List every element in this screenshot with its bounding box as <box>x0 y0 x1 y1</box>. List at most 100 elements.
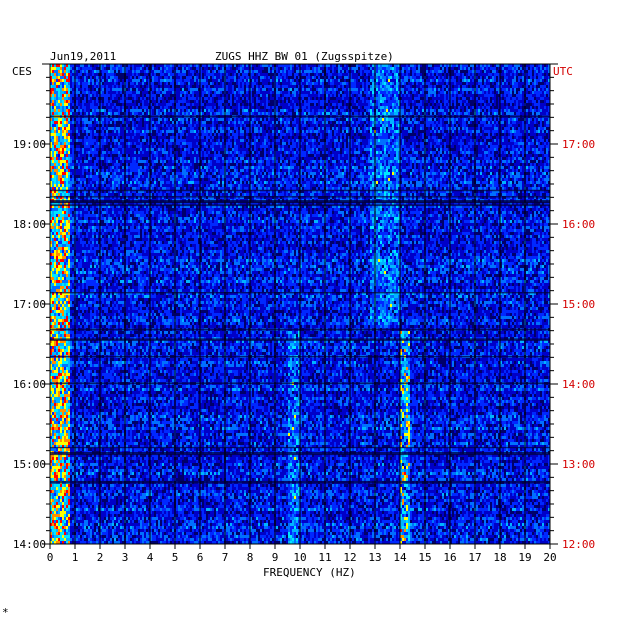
heatmap-cell <box>168 79 170 82</box>
heatmap-cell <box>256 112 258 115</box>
heatmap-cell <box>484 103 486 106</box>
heatmap-cell <box>376 106 378 109</box>
heatmap-cell <box>60 118 62 121</box>
heatmap-cell <box>480 67 482 70</box>
heatmap-cell <box>444 118 446 121</box>
heatmap-cell <box>184 73 186 76</box>
heatmap-cell <box>388 91 390 94</box>
heatmap-cell <box>106 82 108 85</box>
heatmap-cell <box>394 70 396 73</box>
heatmap-cell <box>104 79 106 82</box>
heatmap-cell <box>86 82 88 85</box>
heatmap-cell <box>454 88 456 91</box>
heatmap-cell <box>432 121 434 124</box>
heatmap-cell <box>82 103 84 106</box>
heatmap-cell <box>204 79 206 82</box>
heatmap-cell <box>246 85 248 88</box>
heatmap-cell <box>432 70 434 73</box>
heatmap-cell <box>272 82 274 85</box>
heatmap-cell <box>514 82 516 85</box>
heatmap-cell <box>188 70 190 73</box>
heatmap-cell <box>258 91 260 94</box>
heatmap-cell <box>214 106 216 109</box>
heatmap-cell <box>152 106 154 109</box>
heatmap-cell <box>510 118 512 121</box>
heatmap-cell <box>464 70 466 73</box>
heatmap-cell <box>368 106 370 109</box>
heatmap-cell <box>270 67 272 70</box>
heatmap-cell <box>440 82 442 85</box>
heatmap-cell <box>380 73 382 76</box>
heatmap-cell <box>510 67 512 70</box>
heatmap-cell <box>508 79 510 82</box>
heatmap-cell <box>156 121 158 124</box>
heatmap-cell <box>440 109 442 112</box>
heatmap-cell <box>254 88 256 91</box>
heatmap-cell <box>512 79 514 82</box>
heatmap-cell <box>138 91 140 94</box>
heatmap-cell <box>460 79 462 82</box>
heatmap-cell <box>158 85 160 88</box>
heatmap-cell <box>332 97 334 100</box>
heatmap-cell <box>78 82 80 85</box>
heatmap-cell <box>378 73 380 76</box>
heatmap-cell <box>236 121 238 124</box>
heatmap-cell <box>162 67 164 70</box>
heatmap-cell <box>354 67 356 70</box>
heatmap-cell <box>218 73 220 76</box>
heatmap-cell <box>92 121 94 124</box>
heatmap-cell <box>386 67 388 70</box>
heatmap-cell <box>140 103 142 106</box>
heatmap-cell <box>428 121 430 124</box>
heatmap-cell <box>180 70 182 73</box>
heatmap-cell <box>146 88 148 91</box>
heatmap-cell <box>146 76 148 79</box>
heatmap-cell <box>520 67 522 70</box>
heatmap-cell <box>112 106 114 109</box>
heatmap-cell <box>260 106 262 109</box>
heatmap-cell <box>68 91 70 94</box>
heatmap-cell <box>306 94 308 97</box>
heatmap-cell <box>158 118 160 121</box>
heatmap-cell <box>354 100 356 103</box>
heatmap-cell <box>466 100 468 103</box>
heatmap-cell <box>440 67 442 70</box>
heatmap-cell <box>106 109 108 112</box>
heatmap-cell <box>494 112 496 115</box>
heatmap-cell <box>316 91 318 94</box>
heatmap-cell <box>458 67 460 70</box>
heatmap-cell <box>340 112 342 115</box>
heatmap-cell <box>530 70 532 73</box>
heatmap-cell <box>392 94 394 97</box>
heatmap-cell <box>346 118 348 121</box>
heatmap-cell <box>120 85 122 88</box>
heatmap-cell <box>302 73 304 76</box>
heatmap-cell <box>112 70 114 73</box>
heatmap-cell <box>446 85 448 88</box>
heatmap-cell <box>492 121 494 124</box>
heatmap-cell <box>164 94 166 97</box>
heatmap-cell <box>218 82 220 85</box>
heatmap-cell <box>222 67 224 70</box>
heatmap-cell <box>330 70 332 73</box>
heatmap-cell <box>314 100 316 103</box>
heatmap-cell <box>276 76 278 79</box>
heatmap-cell <box>520 97 522 100</box>
heatmap-cell <box>230 88 232 91</box>
heatmap-cell <box>310 76 312 79</box>
heatmap-cell <box>52 118 54 121</box>
heatmap-cell <box>416 109 418 112</box>
heatmap-cell <box>384 103 386 106</box>
heatmap-cell <box>434 112 436 115</box>
heatmap-cell <box>184 67 186 70</box>
heatmap-cell <box>326 112 328 115</box>
heatmap-cell <box>360 88 362 91</box>
heatmap-cell <box>358 91 360 94</box>
heatmap-cell <box>242 103 244 106</box>
heatmap-cell <box>254 73 256 76</box>
heatmap-cell <box>222 70 224 73</box>
heatmap-cell <box>316 100 318 103</box>
heatmap-cell <box>152 97 154 100</box>
heatmap-cell <box>542 91 544 94</box>
